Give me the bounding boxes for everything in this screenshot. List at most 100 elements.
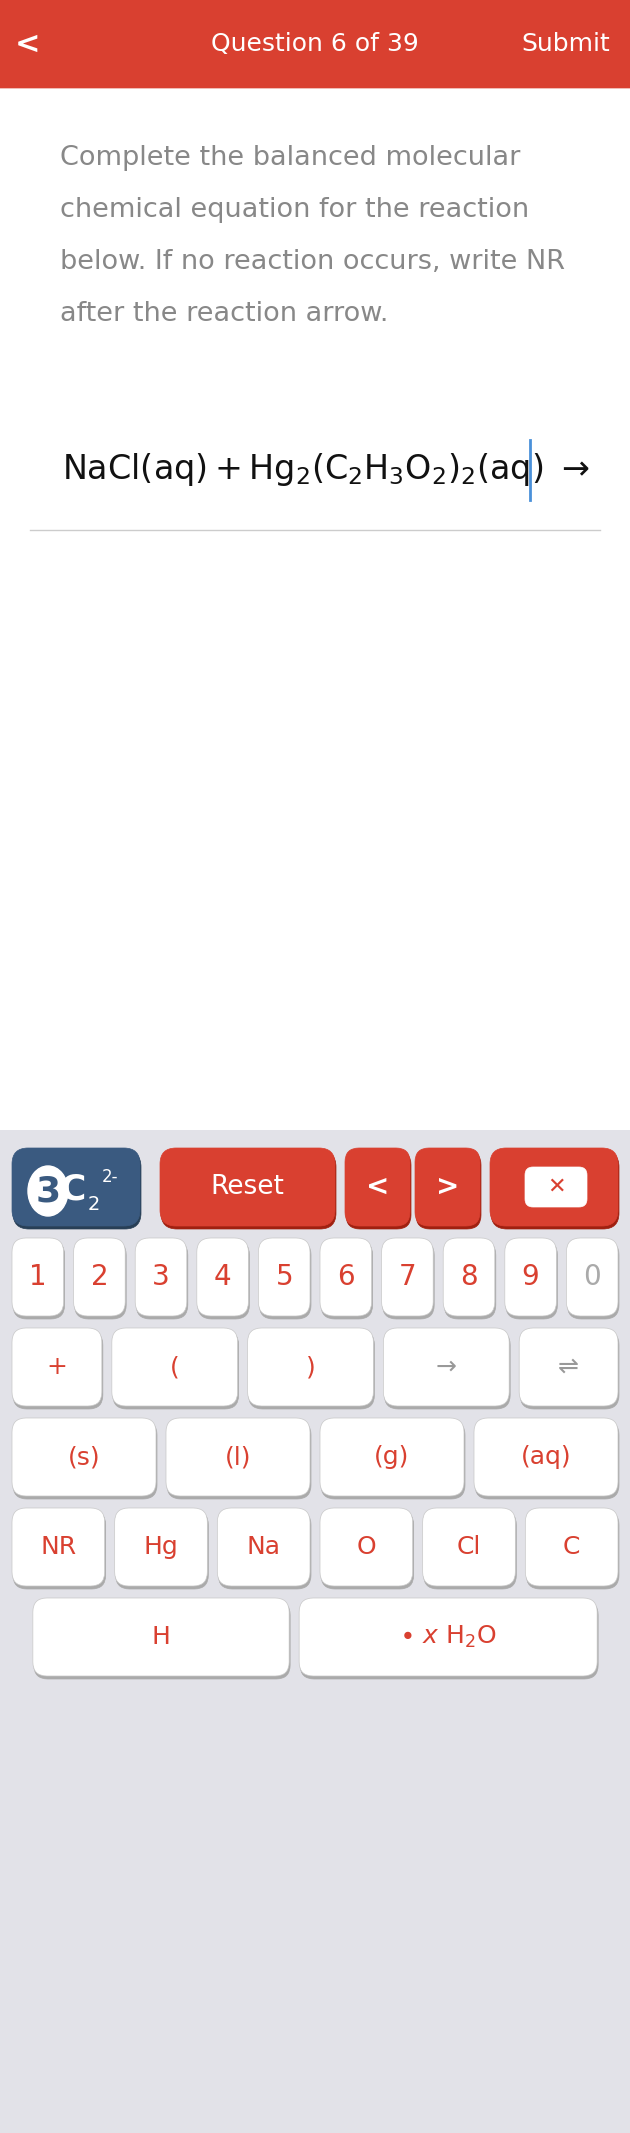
Text: (l): (l) — [225, 1444, 251, 1470]
FancyBboxPatch shape — [346, 1152, 411, 1229]
FancyBboxPatch shape — [525, 1167, 587, 1207]
Text: Question 6 of 39: Question 6 of 39 — [211, 32, 419, 55]
Text: 6: 6 — [337, 1263, 355, 1290]
FancyBboxPatch shape — [423, 1508, 515, 1587]
Text: H: H — [152, 1625, 171, 1649]
Text: C: C — [59, 1171, 85, 1205]
Text: Hg: Hg — [144, 1536, 178, 1559]
Text: C: C — [563, 1536, 580, 1559]
FancyBboxPatch shape — [382, 1237, 433, 1316]
FancyBboxPatch shape — [34, 1602, 290, 1679]
FancyBboxPatch shape — [198, 1241, 249, 1318]
Text: O: O — [357, 1536, 376, 1559]
FancyBboxPatch shape — [12, 1508, 105, 1587]
FancyBboxPatch shape — [113, 1331, 239, 1410]
FancyBboxPatch shape — [345, 1148, 410, 1226]
FancyBboxPatch shape — [443, 1237, 495, 1316]
FancyBboxPatch shape — [520, 1331, 619, 1410]
FancyBboxPatch shape — [166, 1418, 310, 1495]
FancyBboxPatch shape — [74, 1241, 126, 1318]
Text: NR: NR — [40, 1536, 76, 1559]
FancyBboxPatch shape — [320, 1508, 413, 1587]
Text: Complete the balanced molecular: Complete the balanced molecular — [60, 145, 520, 171]
FancyBboxPatch shape — [415, 1148, 480, 1226]
FancyBboxPatch shape — [416, 1152, 481, 1229]
FancyBboxPatch shape — [382, 1241, 434, 1318]
Text: (g): (g) — [374, 1444, 410, 1470]
Text: (: ( — [170, 1354, 180, 1380]
Text: 2: 2 — [91, 1263, 108, 1290]
Text: <: < — [366, 1173, 389, 1201]
FancyBboxPatch shape — [12, 1329, 102, 1406]
Ellipse shape — [28, 1167, 68, 1216]
FancyBboxPatch shape — [525, 1508, 618, 1587]
FancyBboxPatch shape — [260, 1241, 311, 1318]
Text: 1: 1 — [29, 1263, 47, 1290]
FancyBboxPatch shape — [526, 1510, 619, 1589]
FancyBboxPatch shape — [0, 0, 630, 87]
Text: below. If no reaction occurs, write NR: below. If no reaction occurs, write NR — [60, 250, 565, 275]
Text: after the reaction arrow.: after the reaction arrow. — [60, 301, 388, 326]
Bar — [0, 87, 630, 1130]
Text: $\bullet\ \mathit{x}\ \mathrm{H_2O}$: $\bullet\ \mathit{x}\ \mathrm{H_2O}$ — [399, 1623, 497, 1651]
FancyBboxPatch shape — [115, 1508, 207, 1587]
FancyBboxPatch shape — [505, 1237, 556, 1316]
FancyBboxPatch shape — [321, 1241, 372, 1318]
Text: ): ) — [306, 1354, 316, 1380]
Text: $\mathrm{NaCl(aq) + Hg_2(C_2H_3O_2)_2(aq)\ \rightarrow}$: $\mathrm{NaCl(aq) + Hg_2(C_2H_3O_2)_2(aq… — [62, 452, 590, 488]
Text: +: + — [47, 1354, 67, 1380]
FancyBboxPatch shape — [321, 1421, 465, 1499]
Text: chemical equation for the reaction: chemical equation for the reaction — [60, 196, 529, 224]
FancyBboxPatch shape — [249, 1331, 374, 1410]
FancyBboxPatch shape — [13, 1241, 65, 1318]
FancyBboxPatch shape — [519, 1329, 618, 1406]
FancyBboxPatch shape — [161, 1152, 336, 1229]
FancyBboxPatch shape — [167, 1421, 311, 1499]
Text: 4: 4 — [214, 1263, 231, 1290]
Text: ⇌: ⇌ — [558, 1354, 579, 1380]
FancyBboxPatch shape — [116, 1510, 209, 1589]
FancyBboxPatch shape — [160, 1148, 335, 1226]
FancyBboxPatch shape — [217, 1508, 310, 1587]
FancyBboxPatch shape — [474, 1418, 618, 1495]
FancyBboxPatch shape — [12, 1418, 156, 1495]
Text: 8: 8 — [460, 1263, 478, 1290]
FancyBboxPatch shape — [112, 1329, 238, 1406]
FancyBboxPatch shape — [13, 1421, 157, 1499]
FancyBboxPatch shape — [219, 1510, 311, 1589]
Text: Submit: Submit — [521, 32, 610, 55]
Text: >: > — [436, 1173, 459, 1201]
FancyBboxPatch shape — [74, 1237, 125, 1316]
FancyBboxPatch shape — [197, 1237, 248, 1316]
FancyBboxPatch shape — [320, 1418, 464, 1495]
FancyBboxPatch shape — [13, 1331, 103, 1410]
FancyBboxPatch shape — [491, 1152, 619, 1229]
Text: <: < — [15, 30, 41, 58]
FancyBboxPatch shape — [568, 1241, 619, 1318]
FancyBboxPatch shape — [444, 1241, 496, 1318]
FancyBboxPatch shape — [475, 1421, 619, 1499]
Text: 2-: 2- — [102, 1169, 118, 1186]
Text: (s): (s) — [67, 1444, 100, 1470]
FancyBboxPatch shape — [506, 1241, 558, 1318]
FancyBboxPatch shape — [258, 1237, 310, 1316]
FancyBboxPatch shape — [12, 1237, 64, 1316]
Text: 3: 3 — [152, 1263, 170, 1290]
Text: 5: 5 — [275, 1263, 293, 1290]
Text: Reset: Reset — [210, 1173, 284, 1201]
Text: →: → — [436, 1354, 457, 1380]
Text: 2: 2 — [88, 1194, 100, 1214]
FancyBboxPatch shape — [12, 1148, 140, 1226]
FancyBboxPatch shape — [566, 1237, 618, 1316]
FancyBboxPatch shape — [384, 1331, 510, 1410]
FancyBboxPatch shape — [13, 1510, 106, 1589]
Text: Cl: Cl — [457, 1536, 481, 1559]
FancyBboxPatch shape — [33, 1598, 289, 1677]
FancyBboxPatch shape — [13, 1152, 141, 1229]
Text: 7: 7 — [399, 1263, 416, 1290]
Text: (aq): (aq) — [520, 1444, 571, 1470]
FancyBboxPatch shape — [300, 1602, 598, 1679]
FancyBboxPatch shape — [320, 1237, 372, 1316]
Bar — [0, 1130, 630, 2133]
Text: ✕: ✕ — [547, 1177, 565, 1197]
